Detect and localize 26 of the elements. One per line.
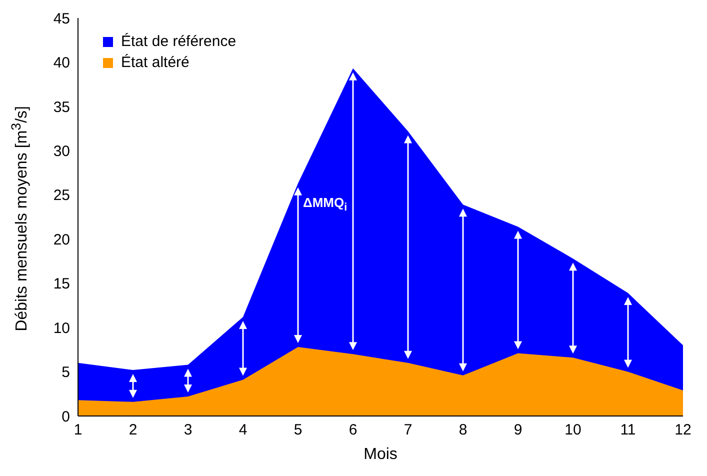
y-tick-label: 35: [53, 98, 70, 116]
y-tick-label: 15: [53, 276, 70, 293]
x-tick-label: 9: [514, 422, 522, 439]
y-tick-label: 5: [62, 364, 70, 382]
x-tick-label: 11: [620, 422, 636, 439]
x-tick-label: 4: [238, 422, 248, 439]
y-tick-label: 20: [53, 231, 70, 248]
x-tick-label: 7: [404, 422, 412, 439]
x-tick-label: 3: [184, 422, 192, 439]
x-tick-label: 8: [458, 422, 468, 439]
y-tick-label: 10: [53, 320, 70, 337]
y-tick-label: 30: [53, 142, 70, 160]
legend-label: État altéré: [121, 54, 190, 71]
x-tick-label: 10: [564, 422, 582, 439]
x-tick-label: 1: [74, 422, 82, 439]
x-tick-label: 2: [128, 422, 138, 439]
x-tick-label: 5: [294, 422, 302, 439]
x-tick-label: 6: [348, 422, 358, 439]
x-axis-title: Mois: [362, 446, 398, 464]
y-tick-label: 40: [53, 54, 70, 72]
y-tick-label: 0: [62, 408, 70, 426]
legend-label: État de référence: [121, 33, 236, 50]
y-tick-label: 25: [53, 187, 70, 204]
y-tick-label: 45: [53, 10, 70, 28]
annotation: ΔMMQ$_{i}$: [303, 194, 348, 214]
x-tick-label: 12: [674, 422, 692, 439]
